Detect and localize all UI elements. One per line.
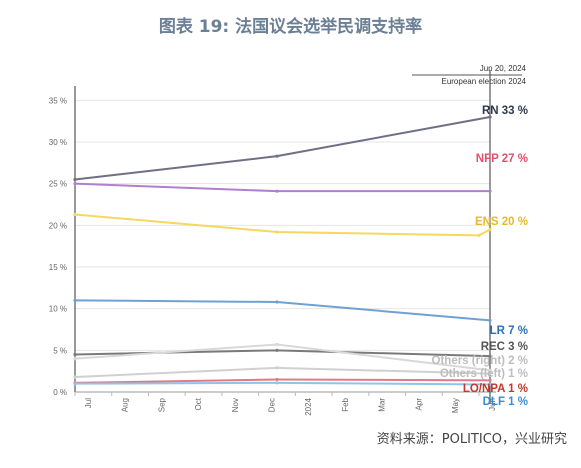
data-point (73, 298, 77, 302)
data-point (275, 377, 279, 382)
y-tick-label: 35 % (49, 96, 67, 105)
source-note: 资料来源：POLITICO，兴业研究 (376, 432, 567, 447)
series-line-rn (74, 116, 491, 181)
chart-title: 图表 19: 法国议会选举民调支持率 (158, 17, 423, 37)
series-line-dlf (74, 381, 491, 386)
series-label-rec: REC 3 % (481, 341, 528, 353)
data-point (275, 154, 279, 158)
series-label-others-left-: Others (left) 1 % (440, 368, 528, 380)
x-tick-label: Nov (231, 398, 240, 412)
series-line-lr (74, 299, 491, 322)
x-tick-label: Oct (194, 397, 203, 410)
y-tick-label: 20 % (49, 221, 67, 230)
x-tick-label: Mar (378, 398, 387, 412)
data-point (488, 378, 492, 382)
y-tick-label: 30 % (49, 138, 67, 147)
series-line-others-left- (74, 366, 491, 378)
data-point (275, 189, 279, 193)
data-point (73, 212, 77, 217)
y-tick-label: 0 % (53, 388, 67, 397)
series-lines (73, 115, 492, 387)
data-point (477, 233, 481, 237)
x-tick-label: 2024 (304, 397, 313, 415)
x-tick-label: Jun (488, 398, 497, 411)
series-label-dlf: DLF 1 % (483, 396, 528, 408)
series-label-rn: RN 33 % (482, 105, 528, 117)
x-tick-label: Dec (267, 398, 276, 412)
series-label-lo-npa: LO/NPA 1 % (463, 383, 528, 395)
data-point (275, 342, 279, 347)
x-tick-label: Feb (341, 397, 350, 411)
data-point (73, 182, 77, 186)
y-tick-label: 10 % (49, 305, 67, 314)
data-point (488, 115, 492, 119)
data-point (488, 372, 492, 376)
data-point (488, 227, 492, 232)
data-point (275, 230, 279, 234)
y-tick-label: 25 % (49, 180, 67, 189)
y-tick-label: 15 % (49, 263, 67, 272)
x-tick-label: Apr (414, 398, 423, 411)
x-tick-label: Jul (84, 398, 93, 408)
data-point (73, 382, 77, 386)
series-line-ens (74, 213, 491, 237)
series-label-lr: LR 7 % (490, 325, 528, 337)
x-tick-label: Aug (121, 398, 130, 412)
data-point (488, 318, 492, 322)
annotation-date: Jun 20, 2024 (480, 64, 527, 73)
series-label-ens: ENS 20 % (475, 216, 528, 228)
data-point (488, 382, 492, 387)
data-point (488, 189, 492, 193)
data-point (73, 375, 77, 379)
series-label-others-right-: Others (right) 2 % (432, 355, 528, 367)
x-tick-label: May (451, 398, 460, 413)
annotation: Jun 20, 2024 European election 2024 (412, 64, 527, 404)
series-line-others-right- (74, 343, 491, 372)
y-tick-label: 5 % (53, 346, 67, 355)
x-tick-label: Sep (157, 397, 166, 412)
data-point (275, 348, 279, 352)
data-point (488, 354, 492, 358)
data-point (73, 357, 77, 361)
data-point (275, 366, 279, 370)
x-axis: Jul Aug Sep Oct Nov Dec 2024 Feb Mar Apr May Jun (74, 391, 497, 416)
data-point (73, 352, 77, 357)
data-point (275, 381, 279, 385)
data-point (488, 368, 492, 372)
data-point (73, 177, 77, 182)
data-point (275, 300, 279, 304)
series-labels: RN 33 % NFP 27 % ENS 20 % LR 7 % REC 3 % Othe… (432, 105, 528, 408)
y-axis: 0 % 5 % 10 % 15 % 20 % 25 % 30 % 35 % (49, 86, 76, 397)
series-label-nfp: NFP 27 % (476, 153, 528, 165)
series-line-nfp (74, 182, 490, 193)
annotation-text: European election 2024 (441, 77, 526, 86)
grid (75, 99, 490, 393)
